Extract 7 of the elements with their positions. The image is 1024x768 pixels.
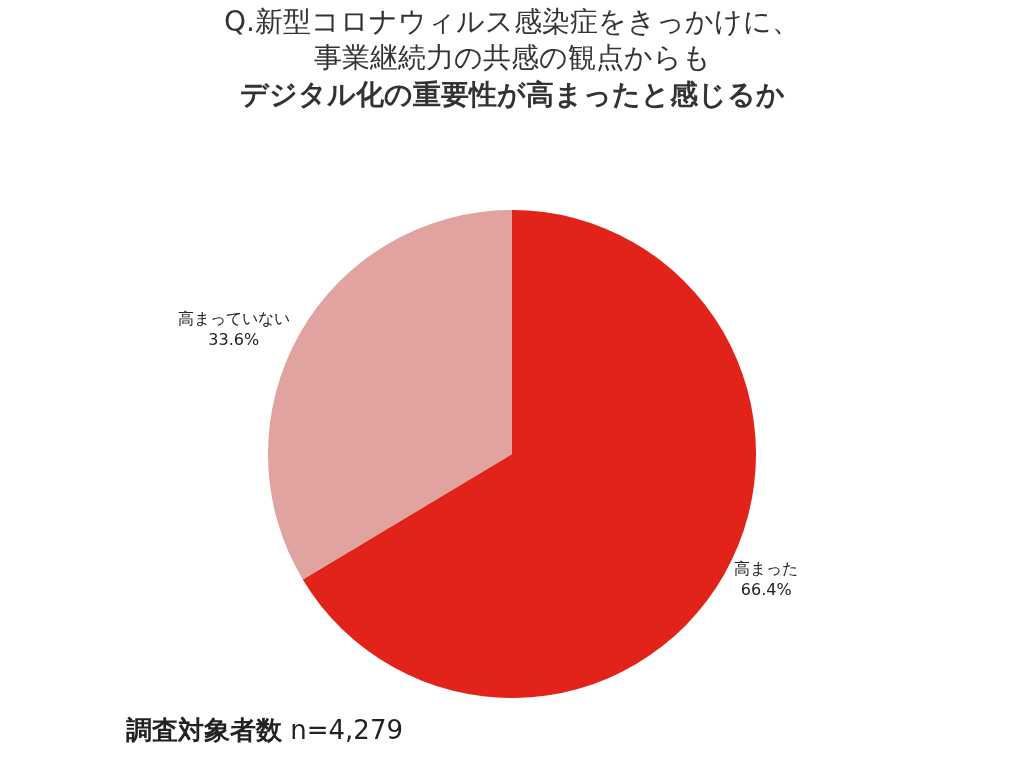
slice-label: 高まった: [734, 559, 799, 579]
text: 調査対象者数 n=4,279: [126, 715, 403, 745]
slice-label: 高まっていない: [177, 309, 290, 329]
chart-subtitle: デジタル化の重要性が高まったと感じるか: [239, 77, 785, 111]
data-label: 66.4%: [740, 579, 792, 599]
data-label: 33.6%: [208, 329, 260, 349]
chart-title: Q.新型コロナウィルス感染症をきっかけに、事業継続力の共感の観点からも: [224, 4, 800, 75]
